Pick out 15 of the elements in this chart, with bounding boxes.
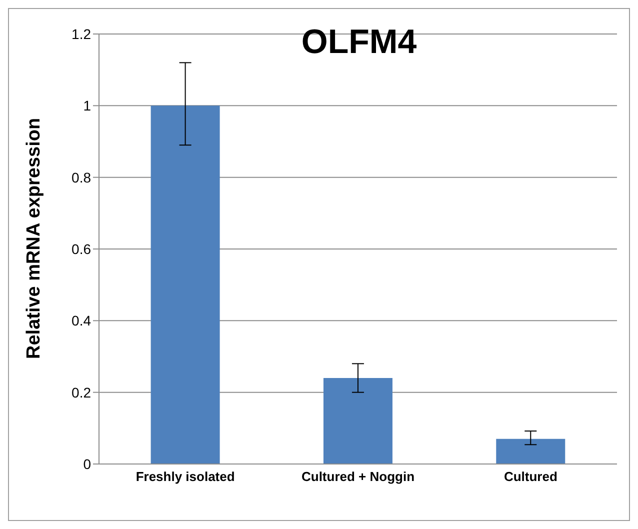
bar xyxy=(150,106,220,464)
x-tick-label: Cultured + Noggin xyxy=(301,469,415,484)
y-tick-label: 0 xyxy=(83,456,92,472)
y-tick-label: 0.8 xyxy=(72,169,92,186)
y-tick-label: 0.6 xyxy=(72,240,92,257)
y-tick-label: 1 xyxy=(83,98,92,114)
y-tick-label: 0.4 xyxy=(72,312,92,329)
bar xyxy=(496,438,566,464)
chart-title: OLFM4 xyxy=(300,23,418,62)
x-tick-label: Freshly isolated xyxy=(136,469,235,484)
y-tick-label: 0.2 xyxy=(72,384,92,400)
bar xyxy=(323,378,392,464)
x-tick-label: Cultured xyxy=(504,469,558,484)
y-tick-label: 1.2 xyxy=(72,26,92,42)
y-axis-title: Relative mRNA expression xyxy=(24,118,45,359)
